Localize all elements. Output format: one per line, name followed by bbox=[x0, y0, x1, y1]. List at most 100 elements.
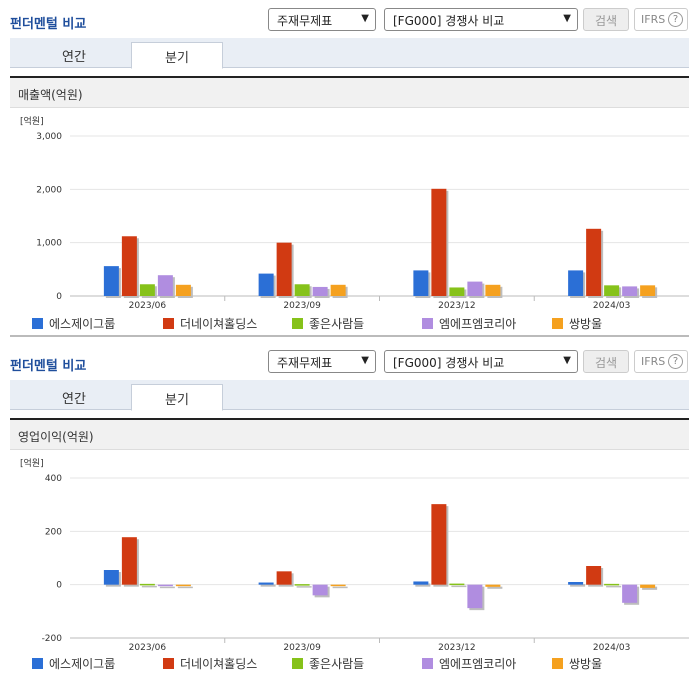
bar-shadow bbox=[570, 584, 586, 587]
legend-item[interactable]: 쌍방울 bbox=[552, 655, 602, 672]
legend-item[interactable]: 좋은사람들 bbox=[292, 315, 364, 332]
tab-quarterly[interactable]: 분기 bbox=[131, 384, 223, 411]
help-icon: ? bbox=[668, 354, 683, 369]
statement-type-value: 주재무제표 bbox=[277, 14, 333, 28]
bar-shadow bbox=[260, 584, 276, 587]
legend-swatch bbox=[552, 658, 563, 669]
bar bbox=[103, 266, 119, 296]
compare-type-value: [FG000] 경쟁사 비교 bbox=[393, 356, 505, 370]
bar bbox=[139, 284, 155, 296]
bar-shadow bbox=[415, 583, 431, 587]
bar bbox=[604, 285, 620, 296]
legend-swatch bbox=[292, 658, 303, 669]
x-tick-label: 2023/06 bbox=[129, 643, 167, 653]
chevron-down-icon: ▼ bbox=[361, 13, 369, 24]
section-header: 매출액(억원) bbox=[10, 78, 689, 108]
bar bbox=[121, 236, 137, 296]
period-tabs: 연간 분기 bbox=[10, 380, 689, 411]
bar bbox=[103, 570, 119, 585]
chart-legend: 에스제이그룹 더네이쳐홀딩스 좋은사람들 엠에프엠코리아 쌍방울 bbox=[10, 311, 689, 333]
bar-shadow bbox=[451, 585, 467, 588]
x-tick-label: 2024/03 bbox=[593, 301, 630, 311]
legend-item[interactable]: 에스제이그룹 bbox=[32, 315, 115, 332]
x-tick-label: 2023/12 bbox=[438, 643, 475, 653]
bar bbox=[622, 584, 638, 603]
ifrs-button[interactable]: IFRS ? bbox=[634, 350, 688, 373]
legend-item[interactable]: 엠에프엠코리아 bbox=[422, 315, 516, 332]
legend-label: 쌍방울 bbox=[569, 317, 603, 331]
y-unit-label: [억원] bbox=[20, 457, 44, 469]
bar bbox=[604, 583, 620, 586]
legend-label: 좋은사람들 bbox=[309, 657, 365, 671]
bar-shadow bbox=[177, 586, 193, 589]
legend-label: 좋은사람들 bbox=[309, 317, 365, 331]
statement-type-select[interactable]: 주재무제표 ▼ bbox=[268, 350, 376, 373]
panel-header: 펀더멘털 비교 주재무제표 ▼ [FG000] 경쟁사 비교 ▼ 검색 IFRS… bbox=[0, 0, 696, 38]
divider bbox=[10, 335, 689, 337]
statement-type-value: 주재무제표 bbox=[277, 356, 333, 370]
bar-shadow bbox=[296, 586, 312, 588]
y-tick-label: 400 bbox=[45, 474, 62, 484]
x-tick-label: 2023/06 bbox=[129, 301, 167, 311]
legend-label: 에스제이그룹 bbox=[49, 657, 116, 671]
legend-item[interactable]: 더네이쳐홀딩스 bbox=[163, 315, 257, 332]
bar bbox=[258, 273, 274, 296]
bar bbox=[431, 188, 447, 296]
legend-item[interactable]: 쌍방울 bbox=[552, 315, 602, 332]
bar bbox=[485, 284, 501, 296]
legend-item[interactable]: 에스제이그룹 bbox=[32, 655, 115, 672]
y-tick-label: 200 bbox=[45, 527, 62, 537]
y-unit-label: [억원] bbox=[20, 115, 44, 127]
bar bbox=[413, 270, 429, 296]
x-tick-label: 2024/03 bbox=[593, 643, 630, 653]
bar bbox=[312, 584, 328, 596]
revenue-bar-chart: [억원] 0 1,000 2,000 3,000 2023/06 2023/09 2023/1… bbox=[20, 115, 689, 311]
legend-swatch bbox=[292, 318, 303, 329]
bar bbox=[640, 584, 656, 588]
bar bbox=[467, 584, 483, 609]
bar bbox=[294, 284, 310, 296]
bar bbox=[294, 584, 310, 586]
tab-annual[interactable]: 연간 bbox=[62, 50, 86, 65]
bar bbox=[449, 583, 465, 586]
compare-type-select[interactable]: [FG000] 경쟁사 비교 ▼ bbox=[384, 350, 578, 373]
bar-shadow bbox=[606, 585, 622, 588]
bar bbox=[431, 504, 447, 585]
bar bbox=[485, 584, 501, 587]
bar bbox=[276, 242, 292, 296]
legend-label: 더네이쳐홀딩스 bbox=[180, 317, 258, 331]
legend-item[interactable]: 더네이쳐홀딩스 bbox=[163, 655, 257, 672]
legend-item[interactable]: 좋은사람들 bbox=[292, 655, 364, 672]
x-tick-label: 2023/09 bbox=[283, 301, 321, 311]
tab-quarterly[interactable]: 분기 bbox=[131, 42, 223, 69]
divider bbox=[10, 418, 689, 420]
panel-title: 펀더멘털 비교 bbox=[10, 17, 87, 32]
bar bbox=[175, 284, 191, 296]
bar bbox=[121, 537, 137, 585]
fundamental-panel-operating-profit: 펀더멘털 비교 주재무제표 ▼ [FG000] 경쟁사 비교 ▼ 검색 IFRS… bbox=[0, 342, 696, 684]
tab-annual[interactable]: 연간 bbox=[62, 392, 86, 407]
legend-label: 엠에프엠코리아 bbox=[439, 657, 517, 671]
ifrs-button[interactable]: IFRS ? bbox=[634, 8, 688, 31]
statement-type-select[interactable]: 주재무제표 ▼ bbox=[268, 8, 376, 31]
bar bbox=[157, 584, 173, 587]
bar bbox=[330, 584, 346, 587]
y-tick-label: -200 bbox=[42, 634, 63, 644]
legend-label: 에스제이그룹 bbox=[49, 317, 116, 331]
search-button[interactable]: 검색 bbox=[583, 8, 629, 31]
bar-shadow bbox=[642, 586, 658, 590]
chevron-down-icon: ▼ bbox=[361, 355, 369, 366]
bar bbox=[139, 583, 155, 586]
compare-type-select[interactable]: [FG000] 경쟁사 비교 ▼ bbox=[384, 8, 578, 31]
bar bbox=[622, 286, 638, 296]
y-tick-label: 1,000 bbox=[36, 239, 62, 249]
legend-item[interactable]: 엠에프엠코리아 bbox=[422, 655, 516, 672]
legend-label: 더네이쳐홀딩스 bbox=[180, 657, 258, 671]
section-title: 매출액(억원) bbox=[18, 88, 83, 102]
search-button[interactable]: 검색 bbox=[583, 350, 629, 373]
legend-label: 쌍방울 bbox=[569, 657, 603, 671]
legend-swatch bbox=[163, 318, 174, 329]
legend-swatch bbox=[422, 318, 433, 329]
chevron-down-icon: ▼ bbox=[563, 355, 571, 366]
fundamental-panel-revenue: 펀더멘털 비교 주재무제표 ▼ [FG000] 경쟁사 비교 ▼ 검색 IFRS… bbox=[0, 0, 696, 338]
